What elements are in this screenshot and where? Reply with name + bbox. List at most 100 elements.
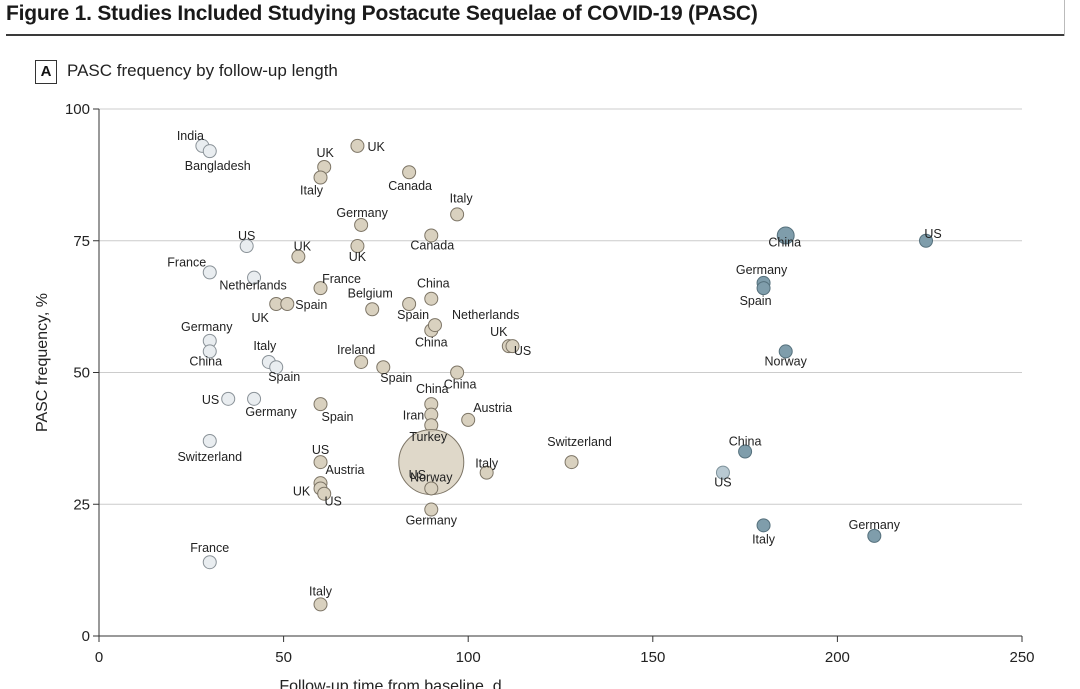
point-label-norway: Norway [765,354,808,368]
grid-layer [99,108,1022,505]
point-label-ireland: Ireland [337,343,375,357]
point-label-us: US [714,476,731,490]
point-label-us: US [325,495,342,509]
point-label-uk: UK [293,484,311,498]
data-point-china [202,344,217,359]
data-point-netherlands [247,270,262,285]
x-tick-label-0: 0 [95,649,103,666]
point-label-germany: Germany [245,405,297,419]
point-label-china: China [444,378,477,392]
data-point-spain [269,360,284,375]
point-label-germany: Germany [336,206,388,220]
point-label-us: US [312,443,329,457]
panel-letter-badge: A [35,60,57,84]
data-point-spain [313,397,328,412]
point-label-spain: Spain [397,308,429,322]
data-point-germany [354,217,369,232]
point-label-netherlands: Netherlands [219,279,286,293]
data-point-italy [313,170,328,185]
point-label-norway: Norway [410,470,453,484]
data-point-netherlands [427,318,442,333]
data-point-germany [247,391,262,406]
data-point-uk [350,239,365,254]
data-point-us [505,339,520,354]
point-label-india: India [177,129,204,143]
point-label-switzerland: Switzerland [547,435,612,449]
data-point-spain [376,360,391,375]
point-label-italy: Italy [475,457,499,471]
figure-title: Figure 1. Studies Included Studying Post… [6,2,758,25]
point-label-france: France [190,541,229,555]
point-label-us: US [409,468,426,482]
point-label-china: China [768,235,801,249]
point-label-iran: Iran [403,409,425,423]
point-label-austria: Austria [473,401,512,415]
header-edge-line [1064,0,1065,36]
point-label-netherlands: Netherlands [452,308,519,322]
point-label-austria: Austria [326,463,365,477]
axis-layer: 0 25 50 75 100 0 50 100 150 200 250 PASC frequency,… [34,101,1035,689]
point-label-spain: Spain [740,294,772,308]
data-point-spain [756,281,771,296]
data-point-belgium [365,302,380,317]
data-point-china [776,226,795,245]
data-point-uk [350,138,365,153]
point-label-uk: UK [317,146,335,160]
point-label-china: China [416,382,449,396]
point-label-china: China [415,335,448,349]
data-point-canada [424,228,439,243]
data-point-us [239,239,254,254]
point-label-belgium: Belgium [348,286,393,300]
point-label-spain: Spain [295,298,327,312]
data-point-france [202,265,217,280]
data-point-us [317,486,332,501]
point-label-china: China [189,354,222,368]
title-divider [6,34,1064,36]
point-label-us: US [924,227,941,241]
data-point-spain [280,296,295,311]
data-point-spain [402,296,417,311]
data-point-uk [291,249,306,264]
data-point-us [919,233,934,248]
data-point-bangladesh [202,144,217,159]
point-label-china: China [417,277,450,291]
y-axis-title: PASC frequency, % [34,293,51,432]
y-tick-label-0: 0 [82,628,90,645]
y-tick-label-25: 25 [73,496,90,513]
point-label-turkey: Turkey [409,430,447,444]
point-label-italy: Italy [253,339,277,353]
data-point-us [313,455,328,470]
point-label-uk: UK [490,325,508,339]
y-tick-label-50: 50 [73,365,90,382]
x-tick-label-150: 150 [640,649,665,666]
y-tick-label-75: 75 [73,233,90,250]
data-point-france [313,281,328,296]
data-point-france [202,555,217,570]
point-label-china: China [729,435,762,449]
x-tick-label-50: 50 [275,649,292,666]
point-label-italy: Italy [450,191,474,205]
point-label-uk: UK [349,250,367,264]
data-point-germany [424,502,439,517]
point-label-uk: UK [367,140,385,154]
data-point-canada [402,165,417,180]
point-label-bangladesh: Bangladesh [185,159,251,173]
point-label-spain: Spain [322,410,354,424]
data-point-switzerland [202,434,217,449]
point-label-spain: Spain [268,370,300,384]
data-point-us [715,465,730,480]
point-label-canada: Canada [410,238,454,252]
point-label-canada: Canada [388,179,432,193]
x-tick-label-200: 200 [825,649,850,666]
point-label-italy: Italy [309,584,333,598]
point-label-us: US [238,229,255,243]
data-point-norway [424,481,439,496]
x-tick-label-250: 250 [1009,649,1034,666]
panel-title: PASC frequency by follow-up length [67,61,338,80]
x-axis-title: Follow-up time from baseline, d [279,678,501,689]
point-label-france: France [322,272,361,286]
data-point-germany [867,528,882,543]
data-point-ireland [354,354,369,369]
point-label-germany: Germany [849,518,901,532]
